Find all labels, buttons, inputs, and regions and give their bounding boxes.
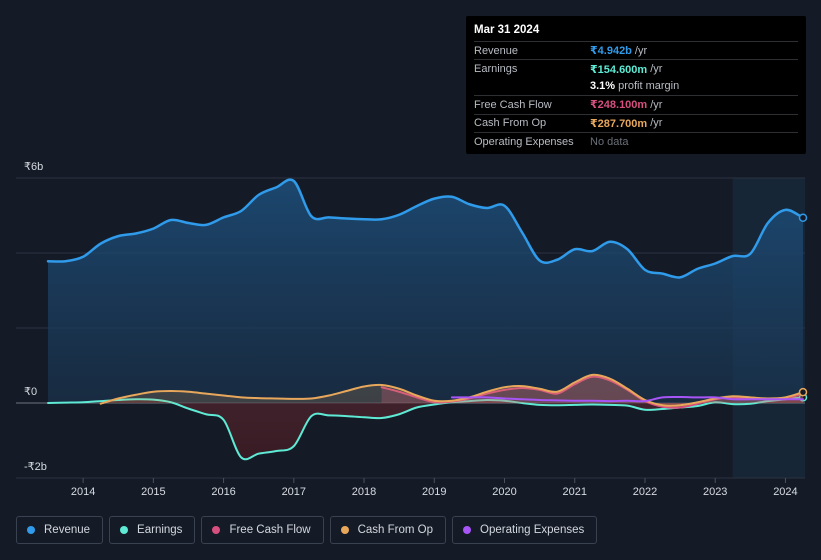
earnings-area xyxy=(48,397,803,460)
legend-item-cash-from-op[interactable]: Cash From Op xyxy=(329,516,447,544)
tooltip-row-cash-from-op: Cash From Op ₹287.700m /yr xyxy=(474,113,798,132)
legend-label: Cash From Op xyxy=(357,524,434,536)
legend-item-operating-expenses[interactable]: Operating Expenses xyxy=(452,516,598,544)
tooltip-date: Mar 31 2024 xyxy=(474,24,540,36)
chart-legend: Revenue Earnings Free Cash Flow Cash Fro… xyxy=(16,516,598,544)
x-tick-label: 2023 xyxy=(703,486,727,498)
tooltip-label: Cash From Op xyxy=(474,117,547,130)
legend-dot-icon xyxy=(212,526,221,534)
tooltip-row-profit-margin: 3.1% profit margin xyxy=(474,78,798,95)
cash-from-op-line xyxy=(99,373,804,407)
tooltip-unit: /yr xyxy=(634,44,648,57)
x-tick-label: 2020 xyxy=(492,486,516,498)
tooltip-value: ₹248.100m xyxy=(590,99,648,112)
tooltip-row-earnings: Earnings ₹154.600m /yr xyxy=(474,59,798,77)
tooltip-label: Free Cash Flow xyxy=(474,98,552,111)
tooltip-value: No data xyxy=(590,135,629,148)
tooltip-label: Revenue xyxy=(474,44,519,57)
legend-item-earnings[interactable]: Earnings xyxy=(109,516,196,544)
revenue-area xyxy=(48,179,803,403)
x-tick-label: 2021 xyxy=(563,486,587,498)
tooltip-panel: Mar 31 2024 Revenue ₹4.942b /yr Earnings… xyxy=(466,16,806,154)
tooltip-value: ₹287.700m xyxy=(590,117,648,130)
x-tick-label: 2014 xyxy=(71,486,95,498)
x-tick-label: 2018 xyxy=(352,486,376,498)
cash-from-op-end-point xyxy=(798,387,808,397)
tooltip-row-free-cash-flow: Free Cash Flow ₹248.100m /yr xyxy=(474,95,798,113)
tooltip-value: ₹154.600m xyxy=(590,63,648,76)
tooltip-row-revenue: Revenue ₹4.942b /yr xyxy=(474,41,798,59)
y-tick-label: -₹2b xyxy=(24,461,47,473)
y-tick-label: ₹6b xyxy=(24,161,43,173)
cash-from-op-area xyxy=(100,374,803,406)
tooltip-label: Earnings xyxy=(474,63,518,76)
tooltip-unit: /yr xyxy=(650,63,663,76)
legend-label: Operating Expenses xyxy=(480,524,585,536)
x-tick-label: 2019 xyxy=(422,486,446,498)
tooltip-unit: /yr xyxy=(650,98,663,111)
tooltip-unit: /yr xyxy=(650,117,663,130)
legend-label: Free Cash Flow xyxy=(229,524,311,536)
legend-dot-icon xyxy=(27,526,35,534)
x-tick-label: 2016 xyxy=(211,486,235,498)
x-tick-label: 2022 xyxy=(633,486,657,498)
tooltip-unit: profit margin xyxy=(618,80,680,93)
legend-label: Revenue xyxy=(44,524,91,536)
legend-label: Earnings xyxy=(137,524,183,536)
free-cash-flow-area xyxy=(381,376,803,408)
x-tick-label: 2017 xyxy=(282,486,306,498)
legend-dot-icon xyxy=(463,526,472,534)
revenue-line xyxy=(46,178,805,279)
legend-item-free-cash-flow[interactable]: Free Cash Flow xyxy=(201,516,324,544)
legend-dot-icon xyxy=(340,526,349,534)
x-tick-label: 2015 xyxy=(141,486,165,498)
revenue-end-point xyxy=(798,213,808,222)
legend-dot-icon xyxy=(120,526,129,534)
tooltip-label: Operating Expenses xyxy=(474,135,574,148)
operating-expenses-line xyxy=(450,395,804,403)
legend-item-revenue[interactable]: Revenue xyxy=(16,516,104,544)
tooltip-value: 3.1% xyxy=(590,80,616,93)
tooltip-row-operating-expenses: Operating Expenses No data xyxy=(474,131,798,150)
tooltip-value: ₹4.942b xyxy=(590,45,632,58)
y-tick-label: ₹0 xyxy=(24,386,37,398)
x-tick-label: 2024 xyxy=(773,486,797,498)
